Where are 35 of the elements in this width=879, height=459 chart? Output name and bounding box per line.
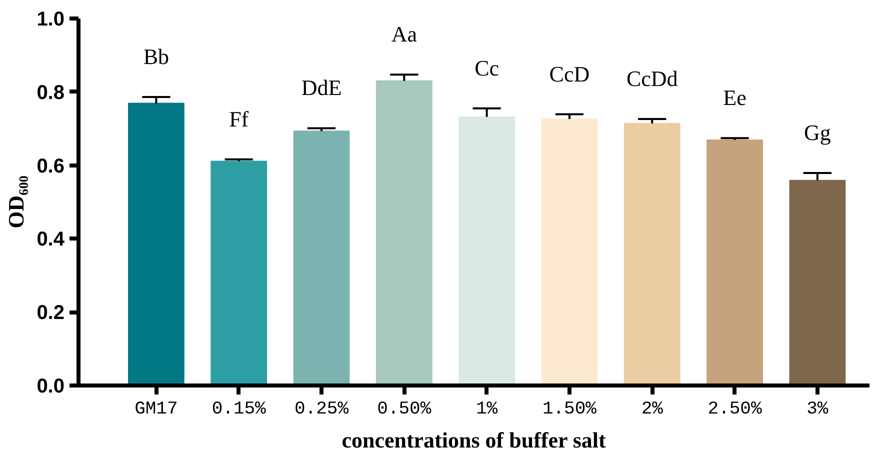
annotation: CcD: [549, 61, 590, 86]
x-tick-label: 2%: [641, 400, 664, 420]
bar: [789, 180, 846, 386]
x-tick-label: 2.50%: [708, 400, 762, 420]
x-tick-label: GM17: [134, 400, 178, 420]
x-tick-label: 0.50%: [377, 400, 432, 420]
x-tick-label: 1%: [476, 400, 498, 420]
y-tick-label: 0.2: [36, 302, 65, 324]
y-axis-title: OD₆₀₀: [4, 175, 29, 228]
bar: [293, 130, 350, 386]
x-axis-title: concentrations of buffer salt: [342, 428, 607, 452]
annotation: DdE: [301, 75, 342, 100]
x-tick-label: 0.15%: [212, 400, 266, 420]
bar: [706, 139, 763, 386]
annotation: Ff: [229, 106, 250, 132]
bar: [541, 118, 598, 386]
y-tick-label: 0.0: [36, 376, 65, 398]
y-tick-label: 0.4: [36, 228, 66, 251]
annotation: Cc: [474, 55, 500, 80]
bar: [624, 122, 680, 386]
annotation: CcDd: [626, 66, 678, 92]
annotation: Bb: [143, 44, 170, 70]
annotation: Ee: [723, 85, 746, 110]
bar: [210, 160, 268, 386]
x-tick-label: 1.50%: [542, 400, 597, 420]
bar: [128, 102, 184, 386]
annotation: Aa: [391, 22, 418, 47]
x-tick-label: 0.25%: [294, 400, 349, 420]
bar: [458, 116, 515, 386]
y-tick-label: 1.0: [36, 8, 65, 30]
y-tick-label: 0.8: [36, 82, 65, 104]
annotation: Gg: [804, 120, 831, 146]
y-tick-label: 0.6: [36, 155, 65, 178]
bar: [376, 80, 432, 386]
x-tick-label: 3%: [806, 400, 828, 420]
